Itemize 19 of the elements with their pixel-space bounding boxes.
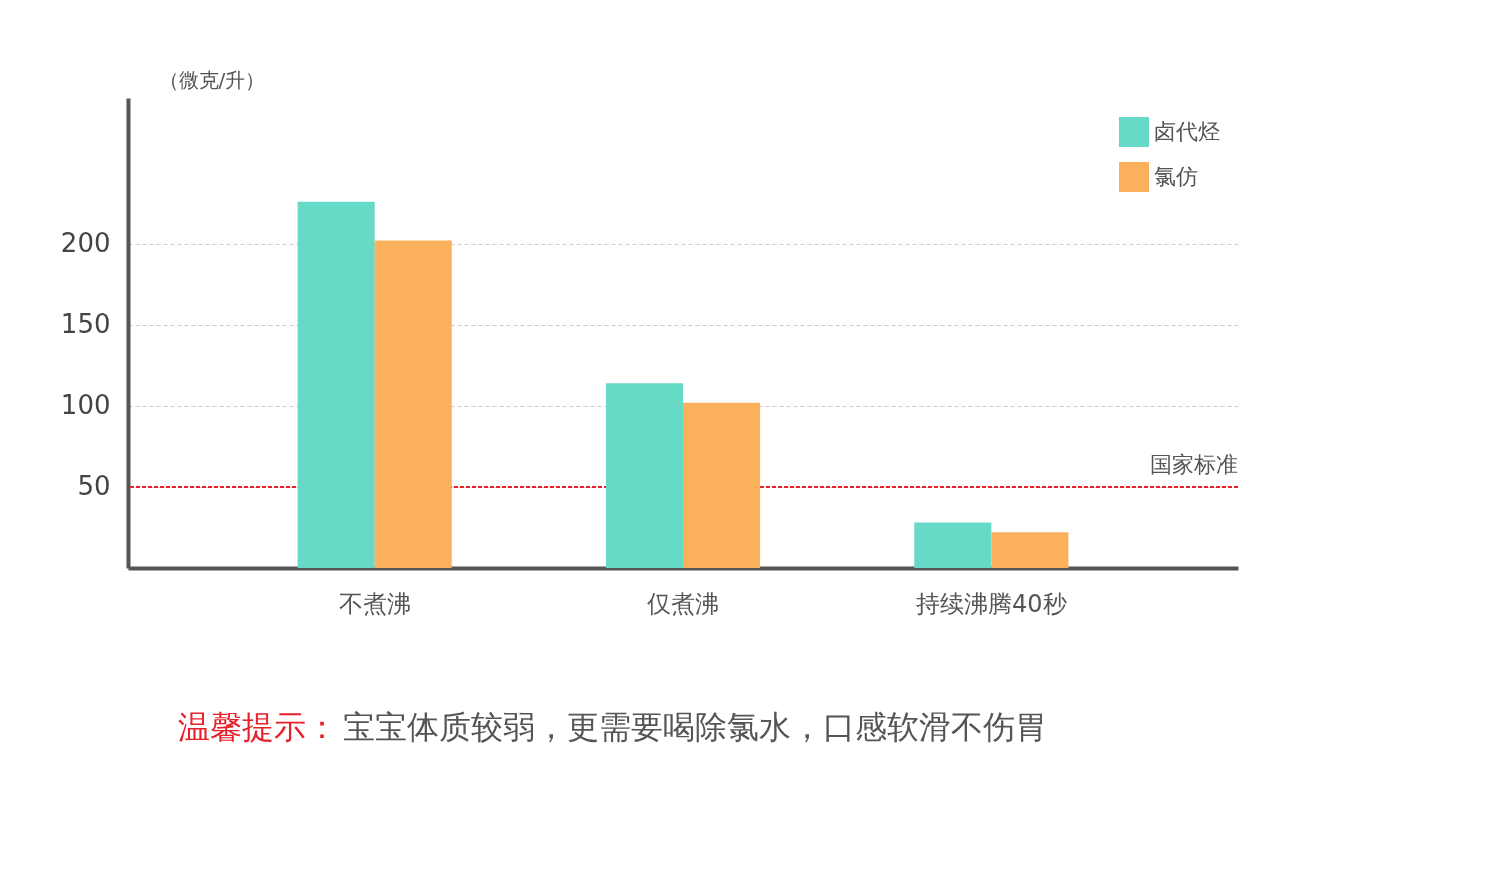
- y-tick-label: 50: [77, 471, 111, 502]
- bar: [605, 383, 683, 568]
- x-tick-label: 仅煮沸: [647, 589, 719, 618]
- x-tick-label: 持续沸腾40秒: [916, 589, 1067, 618]
- text: 宝宝体质较弱，更需要喝除氯水，口感软滑不伤胃: [343, 708, 1047, 746]
- text: 温馨提示：: [178, 708, 338, 746]
- bar: [914, 522, 992, 568]
- y-tick-label: 200: [60, 228, 111, 259]
- y-tick-label: 150: [60, 309, 111, 340]
- bar: [374, 240, 452, 568]
- legend-label: 卤代烃: [1154, 119, 1220, 144]
- bar: [991, 532, 1069, 568]
- bar: [297, 201, 375, 568]
- x-tick-label: 不煮沸: [338, 589, 411, 618]
- y-tick-label: 100: [60, 390, 111, 421]
- ref-line-label: 国家标准: [1150, 451, 1238, 477]
- legend-label: 氯仿: [1154, 164, 1198, 189]
- y-axis-title: （微克/升）: [158, 67, 266, 92]
- bar: [683, 402, 761, 568]
